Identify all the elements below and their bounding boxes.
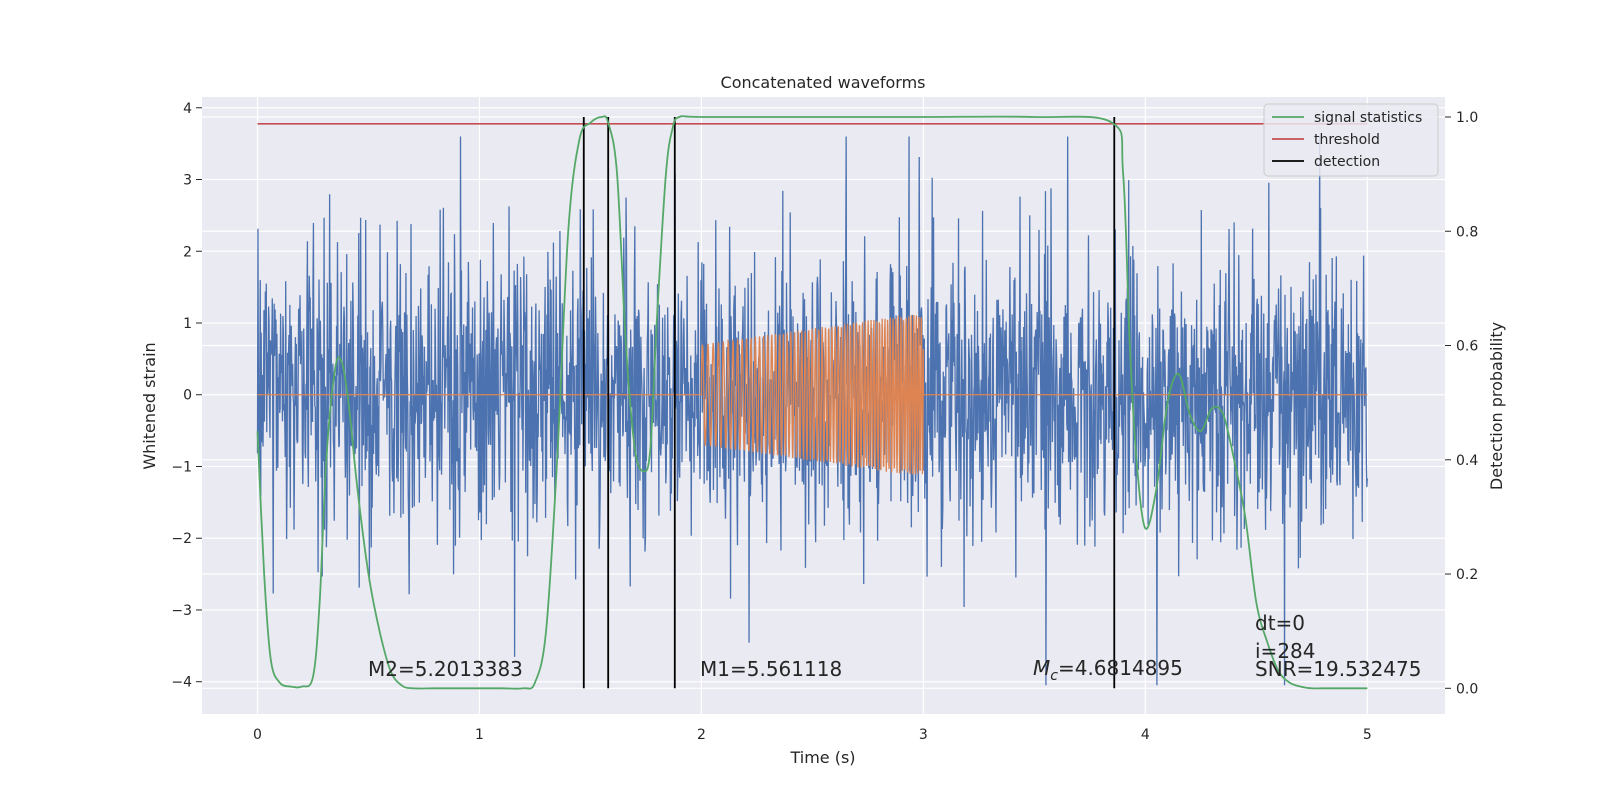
x-tick-label: 5 <box>1363 727 1372 743</box>
legend: signal statistics threshold detection <box>1263 103 1439 177</box>
series-signal-statistics-line <box>256 115 1368 690</box>
x-tick-label: 3 <box>919 727 928 743</box>
plot-series <box>256 115 1368 690</box>
annotation-m1: M1=5.561118 <box>700 657 842 681</box>
annotation-mc: Mc=4.6814895 <box>1033 656 1183 684</box>
x-tick-label: 2 <box>697 727 706 743</box>
annotation-dt: dt=0 <box>1255 611 1305 635</box>
y-tick-label: 2 <box>183 244 192 260</box>
y-tick-label: 4 <box>183 101 192 117</box>
y-axis-label-right: Detection probability <box>1487 322 1506 490</box>
annotation-mc-value: =4.6814895 <box>1058 656 1183 680</box>
x-axis: 0 1 2 3 4 5 <box>253 727 1372 743</box>
series-detection-lines <box>582 116 1116 689</box>
annotation-mc-symbol: M <box>1033 656 1050 680</box>
y-right-tick-label: 0.0 <box>1456 681 1478 697</box>
legend-label-threshold: threshold <box>1314 132 1380 148</box>
y-tick-label: −4 <box>171 675 192 691</box>
y-right-tick-label: 0.6 <box>1456 339 1478 355</box>
x-axis-label: Time (s) <box>789 748 855 767</box>
y-right-tick-label: 1.0 <box>1456 110 1478 126</box>
y-right-tick-label: 0.2 <box>1456 567 1478 583</box>
annotation-snr: SNR=19.532475 <box>1255 657 1421 681</box>
x-tick-label: 0 <box>253 727 262 743</box>
chart-title: Concatenated waveforms <box>721 73 926 92</box>
y-axis-left: −4 −3 −2 −1 0 1 2 3 4 <box>171 101 202 691</box>
series-template-line <box>257 315 1368 475</box>
y-tick-label: 0 <box>183 388 192 404</box>
series-strain-line <box>256 136 1368 686</box>
y-right-tick-label: 0.4 <box>1456 453 1478 469</box>
annotation-m2: M2=5.2013383 <box>368 657 523 681</box>
legend-label-detection: detection <box>1314 154 1380 170</box>
annotations: M2=5.2013383 M1=5.561118 Mc=4.6814895 dt… <box>368 611 1421 684</box>
y-axis-right: 0.0 0.2 0.4 0.6 0.8 1.0 <box>1445 110 1478 697</box>
legend-box <box>1263 103 1439 177</box>
annotation-mc-sub: c <box>1050 668 1058 684</box>
y-tick-label: −3 <box>171 603 192 619</box>
x-tick-label: 4 <box>1141 727 1150 743</box>
legend-label-signal-statistics: signal statistics <box>1314 110 1422 126</box>
y-tick-label: 3 <box>183 173 192 189</box>
annotation-i: i=284 <box>1255 639 1316 663</box>
y-right-tick-label: 0.8 <box>1456 224 1478 240</box>
y-axis-label-left: Whitened strain <box>140 342 159 469</box>
x-tick-label: 1 <box>475 727 484 743</box>
y-tick-label: −2 <box>171 531 192 547</box>
y-tick-label: −1 <box>171 459 192 475</box>
y-tick-label: 1 <box>183 316 192 332</box>
